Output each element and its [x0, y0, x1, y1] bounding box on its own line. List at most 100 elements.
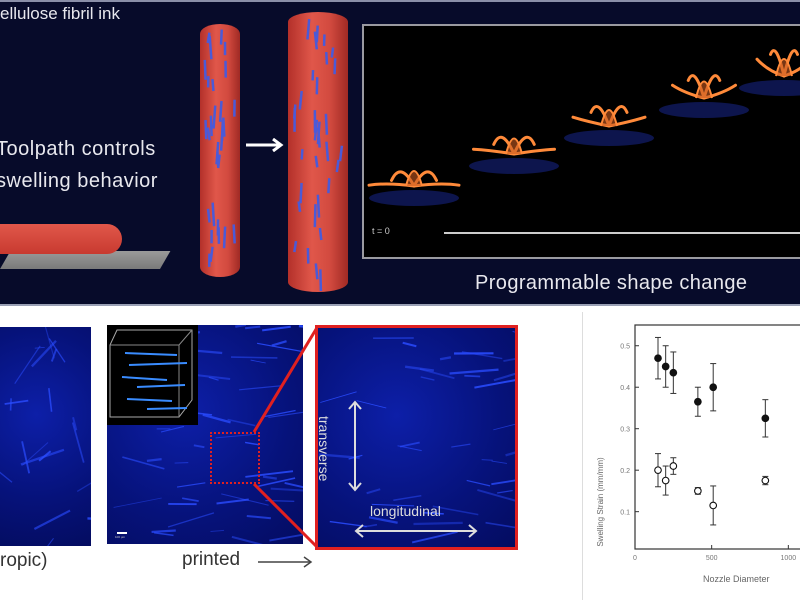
fiber: [193, 444, 205, 449]
fibril: [293, 240, 298, 253]
fibril: [316, 194, 321, 218]
fiber: [493, 372, 515, 382]
data-point: [709, 501, 718, 510]
fibril: [325, 141, 330, 162]
fiber: [230, 356, 278, 359]
fiber: [34, 346, 45, 349]
isotropic-micrograph: [0, 327, 91, 546]
fiber: [497, 489, 513, 494]
fiber: [44, 327, 55, 359]
fibril: [318, 227, 323, 241]
fiber: [329, 520, 367, 528]
fiber: [216, 498, 249, 505]
y-tick-label: 0.3: [620, 427, 630, 434]
3d-inset: [107, 325, 198, 425]
fiber: [356, 400, 387, 409]
fiber: [466, 479, 491, 487]
fiber: [182, 497, 199, 503]
fiber: [76, 482, 91, 493]
fiber: [245, 470, 294, 478]
fibril: [327, 178, 331, 194]
fibril: [330, 47, 335, 58]
longitudinal-label: longitudinal: [370, 503, 441, 519]
zoomed-micrograph: transverse longitudinal: [315, 325, 518, 550]
fiber: [48, 338, 66, 363]
fibril: [204, 120, 208, 140]
fibril: [297, 201, 302, 212]
fibril: [219, 29, 223, 45]
fiber: [485, 521, 515, 529]
fibril: [206, 127, 211, 141]
x-axis-label: Nozzle Diameter: [703, 574, 770, 584]
fiber: [320, 391, 357, 403]
fibril: [219, 126, 224, 151]
fiber: [0, 471, 13, 483]
fiber: [227, 418, 256, 427]
toolpath-label-line2: swelling behavior: [0, 170, 158, 192]
flower-stage: [469, 135, 559, 174]
fiber: [318, 453, 360, 459]
flower-stage: [659, 74, 749, 118]
fiber: [176, 482, 206, 488]
fiber: [50, 348, 58, 362]
fibril: [216, 152, 220, 167]
fiber: [397, 445, 422, 452]
fibril: [316, 127, 321, 148]
fibril: [333, 58, 337, 75]
fiber: [250, 359, 266, 364]
time-axis-line: [444, 232, 800, 234]
fiber: [477, 488, 515, 502]
fiber: [258, 477, 296, 488]
fiber: [284, 481, 303, 489]
data-point: [661, 476, 670, 485]
fibril: [299, 182, 303, 204]
fiber: [47, 537, 54, 546]
y-tick-label: 0.4: [620, 385, 630, 392]
top-panel: ellulose fibril ink Toolpath controls sw…: [0, 0, 800, 306]
fiber: [432, 505, 479, 516]
printed-micrograph: 100 µm: [107, 325, 303, 544]
fiber: [30, 339, 57, 368]
fiber: [33, 509, 71, 530]
fibril: [314, 263, 319, 280]
longitudinal-arrow-icon: [354, 524, 478, 538]
fiber: [491, 479, 515, 486]
fiber: [263, 409, 296, 418]
fiber: [404, 365, 435, 372]
chart-divider: [582, 312, 583, 600]
fiber: [505, 451, 515, 457]
data-point: [669, 462, 678, 470]
transverse-arrow-icon: [348, 400, 362, 492]
fiber: [451, 443, 471, 448]
fiber: [420, 376, 435, 381]
fibril: [306, 19, 311, 40]
data-point: [654, 354, 662, 363]
flower-stage: [367, 170, 461, 206]
fibril: [218, 100, 223, 122]
flower-stage: [564, 105, 654, 146]
fiber: [493, 423, 515, 431]
fibril: [300, 149, 304, 160]
fiber: [146, 458, 162, 462]
fiber: [235, 325, 247, 328]
fiber: [71, 422, 85, 463]
fiber: [210, 529, 225, 533]
plot-frame: [634, 324, 800, 550]
fibril: [211, 79, 215, 92]
data-point: [694, 487, 702, 495]
fibril: [206, 32, 211, 44]
fiber: [364, 523, 378, 528]
fibril: [206, 208, 211, 223]
fiber: [481, 458, 493, 461]
printed-arrow-icon: [258, 556, 313, 568]
fiber: [21, 441, 31, 474]
printed-filament: [0, 224, 122, 254]
data-point: [709, 383, 718, 392]
data-point: [654, 466, 662, 475]
fiber: [366, 488, 381, 495]
fiber: [269, 533, 303, 542]
isotropic-label: ropic): [0, 550, 48, 571]
fiber: [72, 417, 78, 431]
x-tick-label: 1000: [781, 555, 797, 562]
fibril: [209, 115, 213, 137]
